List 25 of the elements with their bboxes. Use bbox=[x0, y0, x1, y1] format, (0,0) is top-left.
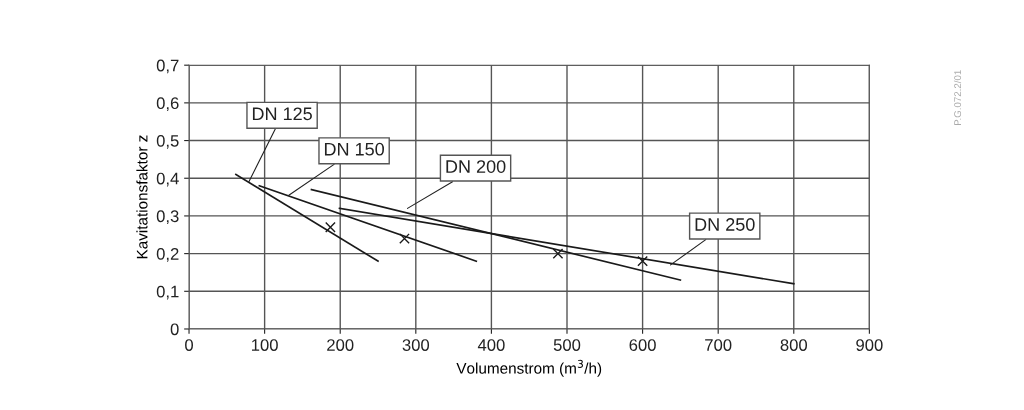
y-tick-label: 0,2 bbox=[156, 248, 179, 262]
y-tick-label: 0 bbox=[170, 323, 179, 336]
x-axis-title: Volumenstrom (m$^{3}$/h) bbox=[456, 359, 602, 377]
y-tick-label: 0,6 bbox=[156, 97, 179, 112]
y-tick-label: 0,7 bbox=[156, 59, 179, 74]
annotation: DN 150 bbox=[324, 142, 384, 156]
annotation: DN 250 bbox=[695, 218, 755, 231]
y-tick-label: 0,5 bbox=[156, 134, 179, 149]
y-tick-label: 0,1 bbox=[156, 285, 179, 300]
y-axis-title: Kavitationsfaktor z bbox=[136, 135, 148, 259]
x-tick-label: 600 bbox=[629, 339, 656, 351]
y-tick-label: 0,4 bbox=[156, 172, 179, 187]
text: P.G.072.2/01 bbox=[953, 70, 962, 125]
annotation: DN 200 bbox=[446, 160, 506, 173]
x-tick-label: 400 bbox=[477, 339, 505, 351]
y-tick-label: 0,3 bbox=[156, 210, 179, 225]
x-tick-label: 800 bbox=[780, 339, 808, 351]
x-tick-label: 300 bbox=[402, 339, 430, 351]
x-tick-label: 500 bbox=[553, 339, 581, 351]
x-tick-label: 200 bbox=[327, 339, 354, 351]
x-tick-label: 0 bbox=[185, 339, 194, 351]
x-tick-label: 900 bbox=[856, 339, 883, 351]
x-tick-label: 700 bbox=[705, 339, 732, 351]
annotation: DN 125 bbox=[252, 107, 312, 121]
x-tick-label: 100 bbox=[251, 339, 278, 351]
